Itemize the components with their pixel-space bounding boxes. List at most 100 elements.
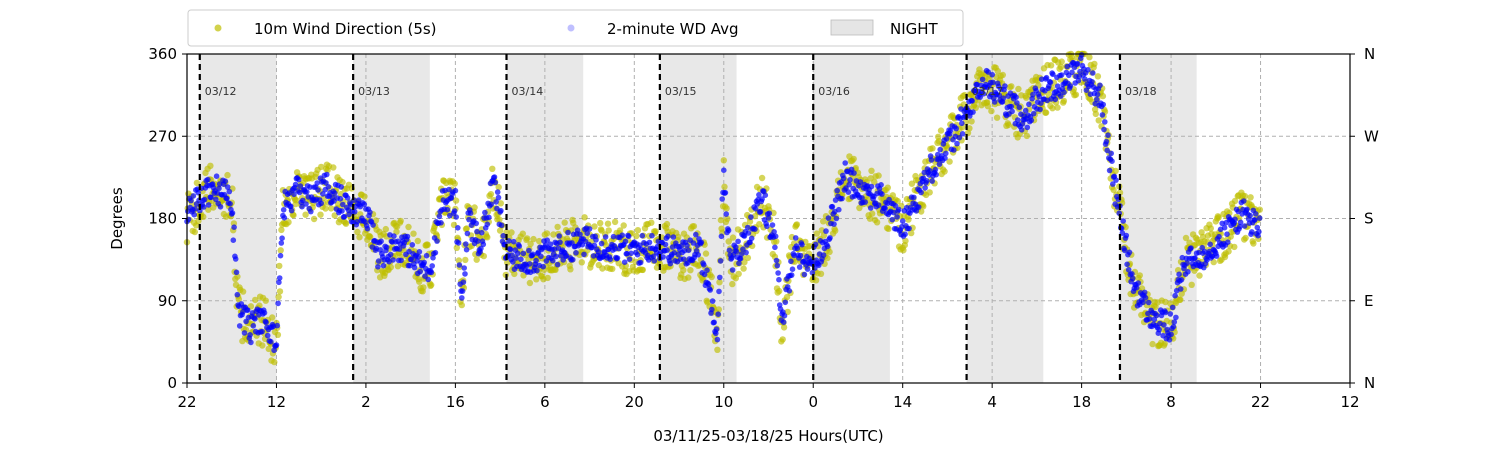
wd-avg-point [729, 267, 736, 273]
wind-5s-point [361, 193, 368, 200]
wd-avg-point [1225, 239, 1231, 245]
y-tick-label: 270 [148, 127, 177, 145]
wd-2min-avg-points [184, 52, 1263, 354]
y2-tick-label: N [1364, 45, 1375, 63]
wind-5s-point [354, 228, 361, 236]
wd-avg-point [534, 267, 540, 274]
wd-avg-point [634, 251, 641, 258]
wd-avg-point [1141, 289, 1148, 296]
wd-avg-point [1038, 76, 1045, 82]
wind-5s-point [604, 220, 612, 227]
wd-avg-point [188, 197, 194, 204]
wd-avg-point [340, 201, 346, 208]
wd-avg-point [277, 252, 284, 259]
wind-5s-point [561, 219, 568, 226]
wind-5s-point [875, 172, 882, 179]
wd-avg-point [649, 232, 655, 239]
wind-5s-point [723, 205, 730, 212]
wd-avg-point [538, 253, 544, 260]
wind-5s-point [394, 263, 402, 270]
wd-avg-point [1169, 304, 1176, 311]
wind-5s-point [885, 225, 892, 232]
wd-avg-point [230, 237, 237, 243]
wd-avg-point [1135, 280, 1142, 286]
wind-5s-point [536, 237, 543, 245]
wind-5s-point [937, 127, 945, 134]
wd-avg-point [996, 92, 1003, 99]
wd-avg-point [1100, 101, 1106, 108]
wd-avg-point [619, 232, 626, 238]
wind-5s-point [605, 227, 612, 234]
wd-avg-point [276, 275, 283, 281]
wd-avg-point [665, 233, 671, 240]
wind-5s-point [330, 164, 337, 171]
wind-5s-point [1162, 298, 1169, 306]
wd-avg-point [428, 269, 435, 276]
wind-5s-point [1250, 240, 1257, 247]
wd-avg-point [1000, 95, 1007, 101]
wind-5s-point [269, 314, 276, 321]
wd-avg-point [743, 249, 749, 256]
wind-5s-point [633, 232, 640, 240]
wind-5s-point [462, 256, 469, 264]
x-tick-label: 12 [267, 393, 286, 411]
wd-avg-point [1043, 74, 1050, 81]
wind-5s-point [1023, 132, 1031, 140]
y2-tick-label: S [1364, 210, 1374, 228]
wd-avg-point [1171, 319, 1178, 325]
wd-avg-point [769, 222, 776, 228]
wd-avg-point [667, 260, 674, 267]
wd-avg-point [1105, 132, 1111, 138]
wd-avg-point [875, 202, 882, 208]
wd-avg-point [707, 287, 713, 293]
wind-5s-point [1049, 105, 1056, 112]
wd-avg-point [1103, 138, 1110, 145]
wd-avg-point [1094, 91, 1101, 98]
wind-5s-point [773, 238, 780, 245]
wind-5s-point [908, 180, 916, 187]
wd-avg-point [191, 211, 197, 218]
wind-5s-point [648, 219, 655, 226]
wd-avg-point [1224, 231, 1230, 237]
wind-5s-point [616, 227, 624, 234]
wind-5s-point [1060, 97, 1068, 105]
wind-5s-point [1149, 340, 1156, 348]
wd-avg-point [408, 256, 415, 262]
wind-5s-point [680, 267, 687, 274]
wind-5s-point [740, 265, 747, 272]
wd-avg-point [878, 182, 884, 188]
wd-avg-point [1097, 82, 1103, 89]
wd-avg-point [375, 258, 382, 264]
wd-avg-point [979, 76, 986, 83]
wind-5s-point [567, 266, 574, 273]
wd-avg-point [577, 231, 583, 238]
wind-5s-point [554, 223, 561, 231]
wd-avg-point [1232, 216, 1238, 223]
wd-avg-point [902, 231, 908, 237]
wd-avg-point [792, 235, 799, 241]
wd-avg-point [717, 258, 724, 264]
wd-avg-point [533, 257, 539, 264]
wd-avg-point [709, 298, 716, 304]
wind-5s-point [1242, 234, 1249, 242]
wd-avg-point [1030, 110, 1037, 117]
wd-avg-point [500, 233, 507, 239]
wd-avg-point [936, 161, 943, 167]
wind-5s-point [497, 200, 504, 207]
wd-avg-point [1058, 93, 1064, 99]
wind-5s-point [274, 331, 282, 338]
wind-5s-point [868, 167, 875, 174]
wind-5s-point [327, 205, 335, 212]
wd-avg-point [201, 196, 208, 203]
wd-avg-point [292, 181, 299, 188]
wind-5s-point [894, 197, 901, 205]
wd-avg-point [1125, 267, 1132, 273]
wd-avg-point [705, 281, 712, 288]
wind-5s-point [656, 260, 664, 267]
wind-5s-point [1231, 197, 1239, 205]
x-axis-ticks: 22 12 2 16 6 20 10 0 14 4 18 8 22 12 [177, 383, 1360, 411]
wd-avg-point [621, 259, 628, 266]
wd-avg-point [423, 252, 430, 259]
wd-avg-point [748, 235, 755, 242]
wd-avg-point [738, 251, 745, 257]
